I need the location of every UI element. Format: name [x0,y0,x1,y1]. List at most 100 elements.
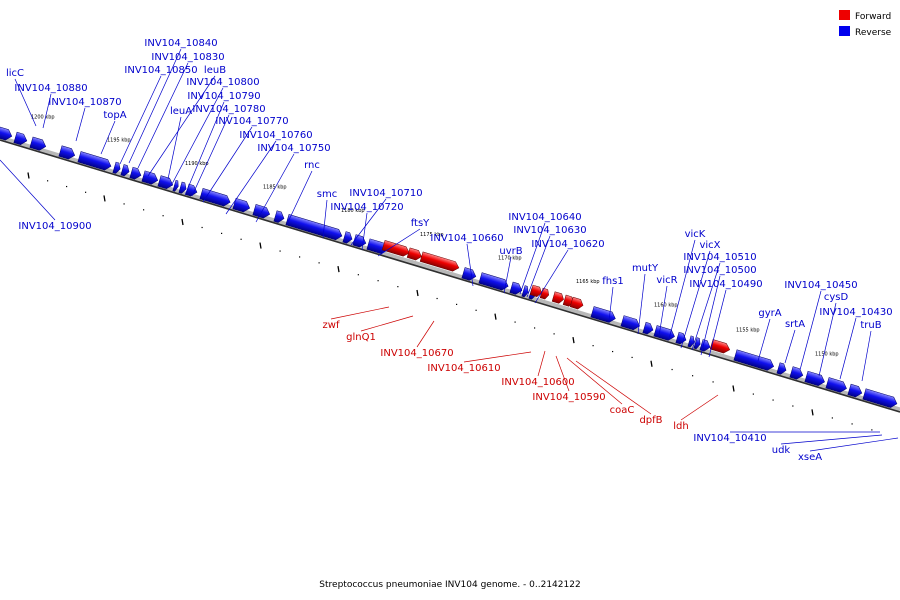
gene-inv104-10430: INV104_10430 [819,307,893,380]
svg-text:licC: licC [6,68,24,79]
forward-gene-feature [551,291,564,304]
gene-licc: licC [6,68,37,127]
minor-tick [47,180,49,182]
major-tick [494,313,497,320]
gene-zwf: zwf [323,306,390,331]
minor-tick [143,209,145,211]
forward-gene-feature [569,296,584,310]
legend: Forward Reverse [839,10,892,38]
gene-labels: licC INV104_10880 INV104_10870 topA INV104_1… [0,38,899,463]
reverse-gene-feature [141,170,159,185]
reverse-gene-feature [461,267,477,281]
reverse-gene-feature [77,151,112,171]
svg-text:INV104_10880: INV104_10880 [14,83,87,94]
svg-text:INV104_10850: INV104_10850 [124,65,197,76]
gene-vicx: vicX [680,240,721,349]
svg-text:INV104_10770: INV104_10770 [215,116,288,127]
svg-text:INV104_10670: INV104_10670 [380,348,453,359]
minor-tick [553,333,555,335]
gene-leua: leuA [167,106,192,180]
tick-label: 1185 kbp [263,185,287,191]
minor-tick [792,405,794,407]
reverse-gene-feature [642,321,654,335]
minor-tick [279,250,281,252]
gene-vick: vicK [668,229,706,340]
major-tick [572,337,575,344]
reverse-gene-feature [129,166,142,180]
forward-gene-feature [529,284,542,297]
reverse-gene-feature [521,285,529,298]
reverse-gene-feature [620,315,640,331]
legend-forward-swatch [839,10,850,20]
svg-text:zwf: zwf [323,320,340,331]
minor-tick [712,381,714,383]
gene-inv104-10720: INV104_10720 [330,202,404,251]
reverse-gene-feature [232,198,251,213]
svg-text:INV104_10450: INV104_10450 [784,280,857,291]
minor-tick [299,256,301,258]
major-tick [181,218,184,226]
gene-ldh: ldh [673,394,719,432]
major-tick [732,385,735,392]
tick-label: 1150 kbp [815,351,839,357]
svg-text:uvrB: uvrB [499,246,522,257]
svg-text:INV104_10660: INV104_10660 [430,233,503,244]
minor-tick [692,375,694,377]
gene-inv104-10660: INV104_10660 [430,233,504,287]
reverse-gene-feature [29,136,47,151]
reverse-gene-feature [0,126,13,141]
svg-text:vicX: vicX [699,240,720,251]
svg-text:gyrA: gyrA [758,308,781,319]
gene-uvrb: uvrB [499,246,523,294]
major-tick [650,360,653,367]
minor-tick [123,203,125,205]
minor-tick [534,327,536,329]
reverse-gene-feature [285,214,343,241]
gene-inv104-10790: INV104_10790 [184,91,261,196]
svg-text:INV104_10590: INV104_10590 [532,392,605,403]
svg-text:INV104_10840: INV104_10840 [144,38,217,49]
gene-inv104-10620: INV104_10620 [531,239,605,304]
major-tick [259,242,262,249]
svg-text:INV104_10510: INV104_10510 [683,252,756,263]
gene-inv104-10510: INV104_10510 [683,252,757,351]
minor-tick [162,215,164,217]
svg-text:rnc: rnc [304,160,320,171]
reverse-gene-feature [509,281,523,295]
tick-label: 1160 kbp [654,303,678,309]
tick-label: 1195 kbp [107,137,131,143]
svg-text:INV104_10640: INV104_10640 [508,212,581,223]
minor-tick [85,191,87,193]
svg-text:INV104_10870: INV104_10870 [48,97,121,108]
gene-inv104-10780: INV104_10780 [191,104,266,197]
gene-dpfb: dpfB [575,360,663,426]
reverse-gene-feature [342,231,353,244]
forward-gene-feature [381,240,410,257]
gene-inv104-10610: INV104_10610 [427,351,532,374]
minor-tick [397,286,399,288]
svg-text:INV104_10710: INV104_10710 [349,188,422,199]
minor-tick [592,345,594,347]
gene-srta: srtA [784,319,805,364]
svg-text:INV104_10750: INV104_10750 [257,143,330,154]
gene-inv104-10500: INV104_10500 [683,265,757,356]
svg-text:ldh: ldh [673,421,688,432]
gene-leub: leuB [147,65,226,177]
tick-label: 1170 kbp [498,256,522,262]
reverse-gene-feature [273,210,285,223]
tick-label: 1175 kbp [420,232,444,238]
gene-inv104-10900: INV104_10900 [0,159,92,232]
gene-inv104-10880: INV104_10880 [14,83,88,129]
svg-text:INV104_10630: INV104_10630 [513,225,586,236]
gene-muty: mutY [632,263,659,335]
forward-gene-feature [709,339,731,354]
gene-rnc: rnc [287,160,320,223]
svg-text:INV104_10780: INV104_10780 [192,104,265,115]
reverse-gene-feature [693,337,701,350]
minor-tick [456,303,458,306]
reverse-gene-feature [862,388,898,408]
reverse-gene-feature [178,181,187,194]
minor-tick [831,417,833,419]
svg-text:topA: topA [103,110,126,121]
